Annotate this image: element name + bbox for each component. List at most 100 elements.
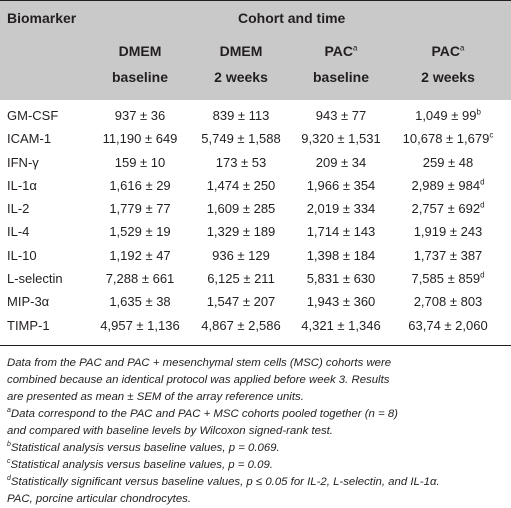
- pac-2-weeks-cell: 2,708 ± 803: [392, 294, 504, 309]
- dmem-2-weeks-value: 173 ± 53: [215, 154, 267, 170]
- table-row: MIP-3α 1,635 ± 38 1,547 ± 207 1,943 ± 36…: [0, 292, 511, 315]
- footnote-intro-line: are presented as mean ± SEM of the array…: [7, 391, 304, 403]
- table-row: ICAM-1 11,190 ± 649 5,749 ± 1,588 9,320 …: [0, 129, 511, 152]
- column-header-line2: 2 weeks: [421, 69, 475, 85]
- dmem-2-weeks-value: 4,867 ± 2,586: [201, 317, 281, 333]
- pac-2-weeks-value: 2,708 ± 803: [413, 294, 483, 310]
- footnote-b-marker: b: [7, 441, 11, 449]
- pac-2-weeks-value: 2,989 ± 984: [411, 177, 481, 193]
- dmem-2-weeks-value: 5,749 ± 1,588: [201, 131, 281, 147]
- biomarker-header: Biomarker: [7, 10, 77, 26]
- footnote-marker: d: [480, 177, 485, 187]
- footnote-c-marker: c: [7, 458, 11, 466]
- footnote-a-marker: a: [7, 407, 11, 415]
- pac-2-weeks-cell: 259 ± 48: [392, 155, 504, 170]
- footnote-marker: c: [489, 130, 494, 140]
- column-header-dmem-baseline: DMEM baseline: [92, 38, 188, 90]
- pac-2-weeks-value: 2,757 ± 692: [411, 201, 481, 217]
- column-header-line1: DMEM: [118, 43, 162, 59]
- pac-2-weeks-value: 1,737 ± 387: [413, 247, 483, 263]
- table-row: L-selectin 7,288 ± 661 6,125 ± 211 5,831…: [0, 269, 511, 292]
- dmem-baseline-value: 1,529 ± 19: [109, 224, 171, 240]
- top-rule: [0, 0, 511, 1]
- biomarker-name: IFN-γ: [7, 154, 39, 170]
- pac-2-weeks-cell: 2,757 ± 692d: [392, 201, 504, 216]
- footnote-c-text: Statistical analysis versus baseline val…: [10, 459, 273, 471]
- pac-baseline-value: 1,966 ± 354: [306, 177, 376, 193]
- bottom-rule: [0, 345, 511, 346]
- column-header-pac-baseline: PACa baseline: [293, 38, 389, 90]
- dmem-baseline-value: 4,957 ± 1,136: [100, 317, 180, 333]
- pac-2-weeks-cell: 1,737 ± 387: [392, 248, 504, 263]
- column-header-pac-2-weeks: PACa 2 weeks: [392, 38, 504, 90]
- footnote-intro-line: Data from the PAC and PAC + mesenchymal …: [7, 357, 392, 369]
- biomarker-name: GM-CSF: [7, 108, 59, 123]
- column-header-line1: PAC: [324, 43, 354, 59]
- column-header-line2: baseline: [111, 69, 169, 85]
- footnote-b-text: Statistical analysis versus baseline val…: [10, 442, 280, 454]
- column-header-line2: 2 weeks: [214, 69, 268, 85]
- footnote-marker-a: a: [353, 43, 358, 53]
- cohort-time-header: Cohort and time: [238, 10, 346, 26]
- footnote-marker: b: [476, 107, 481, 117]
- table-row: IL-2 1,779 ± 77 1,609 ± 285 2,019 ± 334 …: [0, 199, 511, 222]
- pac-2-weeks-cell: 63,74 ± 2,060: [392, 318, 504, 333]
- pac-2-weeks-value: 259 ± 48: [422, 154, 474, 170]
- pac-baseline-value: 1,398 ± 184: [306, 247, 376, 263]
- biomarker-name: IL-10: [7, 247, 37, 263]
- dmem-baseline-value: 1,635 ± 38: [109, 294, 171, 310]
- footnote-abbreviation: PAC, porcine articular chondrocytes.: [7, 493, 192, 505]
- dmem-baseline-value: 7,288 ± 661: [105, 271, 175, 287]
- biomarker-name: L-selectin: [7, 271, 63, 287]
- pac-2-weeks-value: 1,049 ± 99: [415, 108, 477, 123]
- dmem-2-weeks-value: 1,329 ± 189: [206, 224, 276, 240]
- biomarker-name: MIP-3α: [7, 294, 50, 310]
- pac-baseline-value: 5,831 ± 630: [306, 271, 376, 287]
- table-row: GM-CSF 937 ± 36 839 ± 113 943 ± 77 1,049…: [0, 106, 511, 129]
- dmem-baseline-value: 11,190 ± 649: [102, 131, 178, 147]
- pac-2-weeks-value: 10,678 ± 1,679: [402, 131, 490, 147]
- footnote-d-text: Statistically significant versus baselin…: [10, 476, 440, 488]
- pac-baseline-value: 1,714 ± 143: [306, 224, 376, 240]
- footnote-a-continued: and compared with baseline levels by Wil…: [7, 425, 333, 437]
- dmem-baseline-value: 937 ± 36: [114, 108, 166, 123]
- dmem-2-weeks-value: 936 ± 129: [212, 247, 270, 263]
- biomarker-name: IL-2: [7, 201, 30, 217]
- dmem-2-weeks-value: 1,474 ± 250: [206, 177, 276, 193]
- column-header-dmem-2-weeks: DMEM 2 weeks: [193, 38, 289, 90]
- pac-2-weeks-value: 63,74 ± 2,060: [408, 317, 488, 333]
- pac-baseline-value: 209 ± 34: [315, 154, 367, 170]
- biomarker-name: IL-4: [7, 224, 30, 240]
- pac-2-weeks-value: 7,585 ± 859: [411, 271, 481, 287]
- column-header-line1: DMEM: [219, 43, 263, 59]
- dmem-baseline-value: 1,616 ± 29: [109, 177, 171, 193]
- pac-baseline-value: 9,320 ± 1,531: [301, 131, 381, 147]
- column-header-line2: baseline: [312, 69, 370, 85]
- dmem-2-weeks-value: 839 ± 113: [212, 108, 270, 123]
- pac-2-weeks-cell: 1,919 ± 243: [392, 224, 504, 239]
- pac-2-weeks-cell: 10,678 ± 1,679c: [392, 131, 504, 146]
- pac-baseline-value: 1,943 ± 360: [306, 294, 376, 310]
- footnote-intro-line: combined because an identical protocol w…: [7, 374, 390, 386]
- footnote-a-text: Data correspond to the PAC and PAC + MSC…: [10, 408, 398, 420]
- dmem-baseline-value: 1,192 ± 47: [109, 247, 171, 263]
- biomarker-name: TIMP-1: [7, 317, 50, 333]
- dmem-2-weeks-value: 1,547 ± 207: [206, 294, 276, 310]
- pac-baseline-value: 943 ± 77: [315, 108, 367, 123]
- footnote-marker-a: a: [460, 43, 465, 53]
- pac-2-weeks-cell: 7,585 ± 859d: [392, 271, 504, 286]
- table-row: TIMP-1 4,957 ± 1,136 4,867 ± 2,586 4,321…: [0, 316, 511, 339]
- table-row: IL-10 1,192 ± 47 936 ± 129 1,398 ± 184 1…: [0, 246, 511, 269]
- footnote-marker: d: [480, 200, 485, 210]
- biomarker-name: ICAM-1: [7, 131, 52, 147]
- table-footnotes: Data from the PAC and PAC + mesenchymal …: [7, 355, 507, 508]
- pac-2-weeks-cell: 2,989 ± 984d: [392, 178, 504, 193]
- table-row: IL-1α 1,616 ± 29 1,474 ± 250 1,966 ± 354…: [0, 176, 511, 199]
- pac-2-weeks-value: 1,919 ± 243: [413, 224, 483, 240]
- table-body: GM-CSF 937 ± 36 839 ± 113 943 ± 77 1,049…: [0, 106, 511, 339]
- footnote-b: bStatistical analysis versus baseline va…: [7, 440, 507, 457]
- dmem-baseline-value: 1,779 ± 77: [109, 201, 171, 217]
- footnote-a: aData correspond to the PAC and PAC + MS…: [7, 406, 507, 423]
- dmem-2-weeks-value: 6,125 ± 211: [207, 271, 275, 287]
